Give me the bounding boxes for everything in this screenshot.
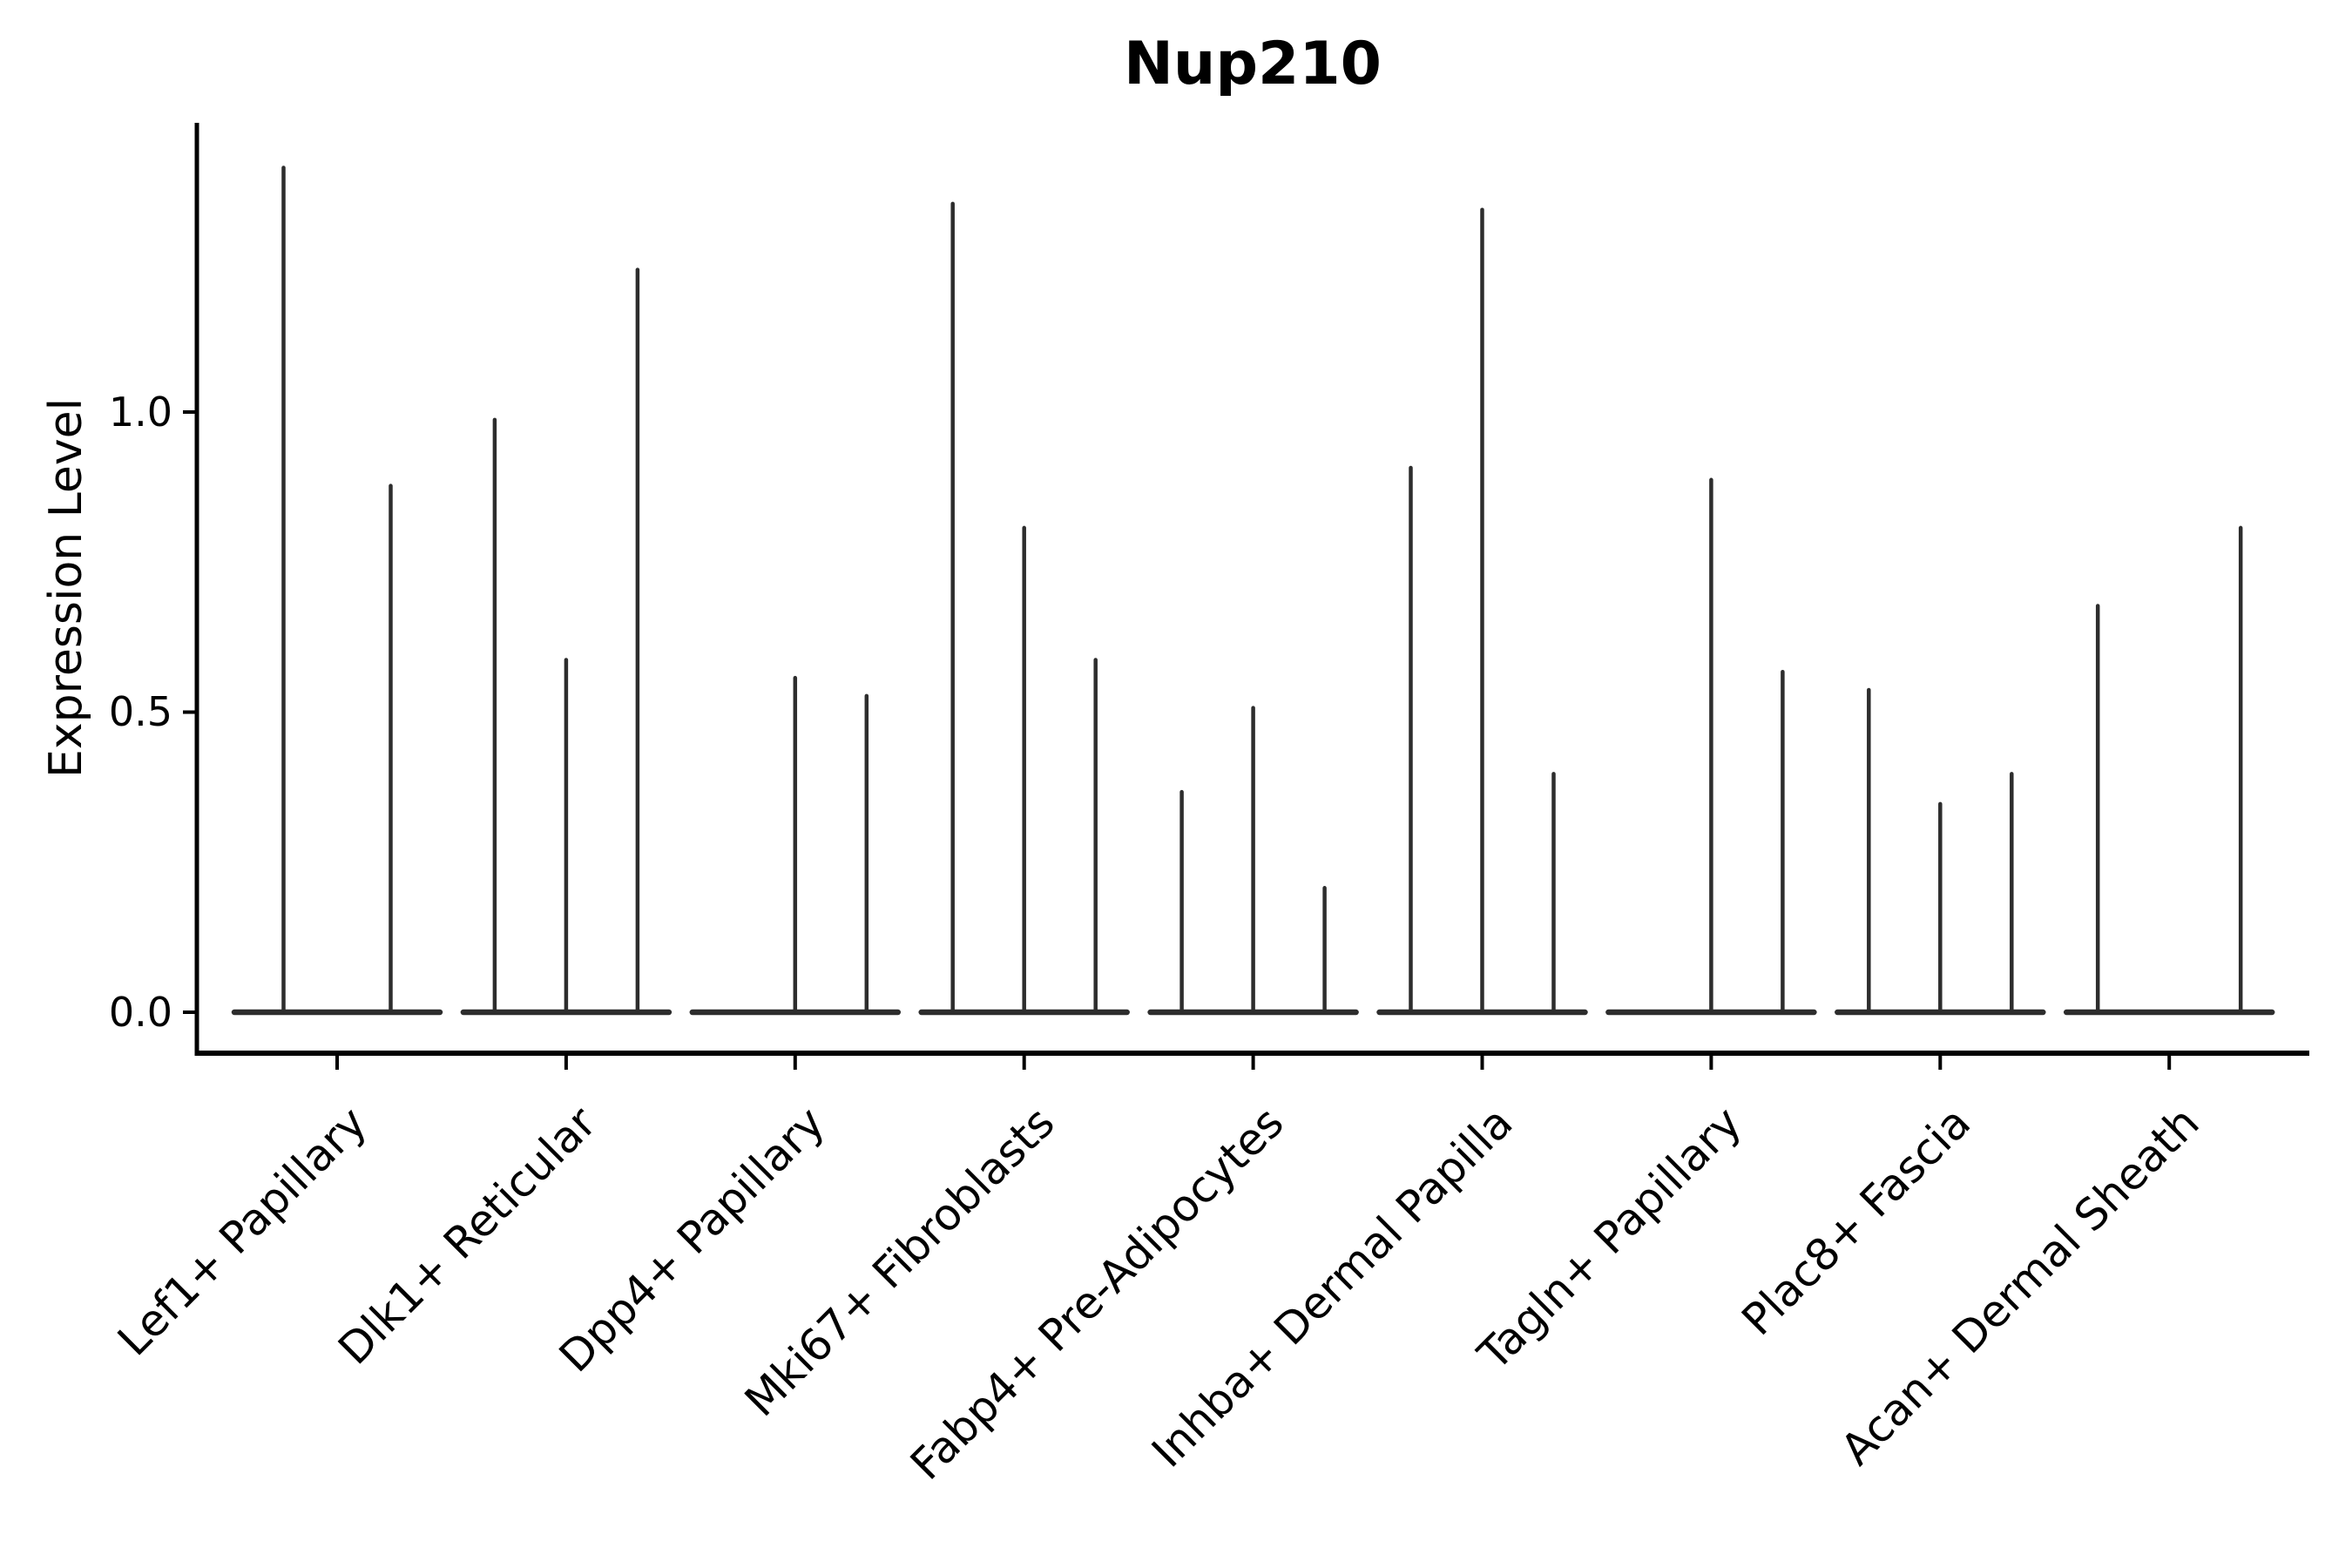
y-tick-label-1: 1.0 [108,389,172,436]
y-tick-label-05: 0.5 [108,688,172,735]
y-axis-label: Expression Level [40,397,92,779]
y-tick-label-0: 0.0 [108,989,172,1036]
chart-title: Nup210 [1124,30,1382,98]
